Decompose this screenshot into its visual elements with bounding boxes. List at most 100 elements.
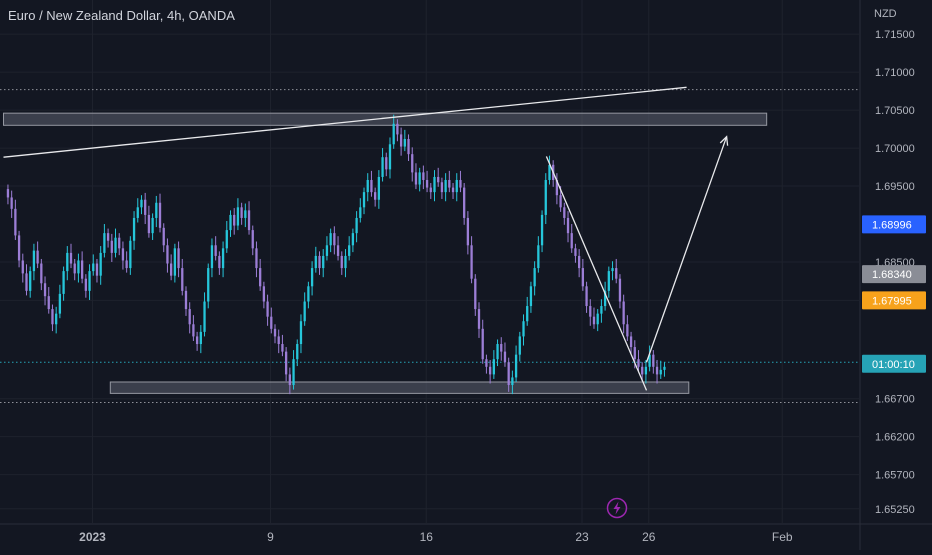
candle-up [381,157,384,177]
candle-down [218,255,221,269]
candle-down [273,328,277,337]
candle-up [132,217,136,241]
candle-down [396,123,399,135]
candle-down [40,263,43,284]
candle-up [92,263,95,272]
rectangle-zone[interactable] [3,112,768,126]
candle-up [351,233,355,246]
candle-down [169,263,173,276]
candle-down [470,245,473,279]
candle-down [555,179,559,196]
price-label-text: 01:00:10 [872,359,915,371]
candle-down [214,245,217,256]
candle-down [69,252,73,264]
candle-up [62,271,65,294]
y-tick-label: 1.70000 [875,143,915,155]
candle-down [177,248,180,269]
price-label-badge [862,354,926,373]
x-tick-label: 2023 [79,530,106,544]
candle-down [80,260,84,279]
candle-up [210,245,214,269]
candle-down [284,351,288,375]
candle-up [366,179,369,193]
candle-down [414,172,418,185]
candle-up [348,245,351,256]
candle-up [292,359,295,386]
candle-down [425,179,429,188]
candle-up [225,230,228,249]
candle-down [188,309,191,325]
candle-up [355,217,358,234]
candle-down [459,179,462,188]
candle-up [77,260,80,274]
candle-down [110,240,113,253]
candle-down [448,179,451,188]
candle-up [314,255,317,269]
candle-down [47,296,50,310]
candle-up [607,271,610,291]
candle-up [307,286,310,302]
candle-down [192,324,195,337]
candle-down [485,359,488,367]
candle-up [244,210,247,218]
candle-down [106,233,110,241]
candle-down [259,268,262,287]
flash-icon[interactable] [606,497,628,519]
x-tick-label: 26 [642,530,656,544]
candle-up [151,217,154,234]
candle-up [325,245,329,256]
candle-down [318,255,321,269]
candle-up [129,240,132,269]
candle-up [663,366,666,370]
candle-up [136,207,139,218]
candle-up [299,321,303,345]
candle-down [429,187,432,193]
y-tick-label: 1.70500 [875,105,915,117]
candle-up [344,255,347,269]
candle-down [574,248,577,256]
candle-up [236,207,240,226]
candle-down [84,278,87,291]
candle-down [288,374,291,386]
candle-down [36,250,39,264]
candle-up [99,252,102,276]
candle-up [207,268,210,302]
candle-up [303,301,306,322]
candle-down [615,268,618,279]
candle-up [29,271,32,291]
candle-down [622,301,625,325]
candle-up [199,331,202,345]
candle-down [51,309,54,325]
candle-down [277,336,280,345]
trendline[interactable] [545,156,648,391]
candle-down [158,202,162,228]
rectangle-zone[interactable] [109,381,690,394]
price-label-badge [862,291,926,310]
y-tick-label: 1.71500 [875,29,915,41]
candle-up [611,268,614,272]
candle-down [507,362,510,386]
candle-down [14,208,17,236]
candle-down [10,197,13,209]
candle-down [451,187,455,193]
candle-down [500,344,503,352]
candle-down [481,328,484,360]
candle-down [281,344,284,352]
price-label-text: 1.68340 [872,269,912,281]
candle-up [537,245,540,269]
projection-arrow[interactable] [645,136,728,363]
trendline[interactable] [3,86,687,158]
candle-down [125,260,128,269]
arrow-head [719,135,729,146]
candle-up [203,301,206,332]
candle-up [377,176,381,200]
candle-up [540,214,544,246]
candle-down [655,366,659,375]
candle-down [21,260,24,274]
x-tick-label: Feb [772,530,793,544]
candle-up [310,268,314,287]
candle-down [166,245,169,264]
candle-down [17,235,21,261]
